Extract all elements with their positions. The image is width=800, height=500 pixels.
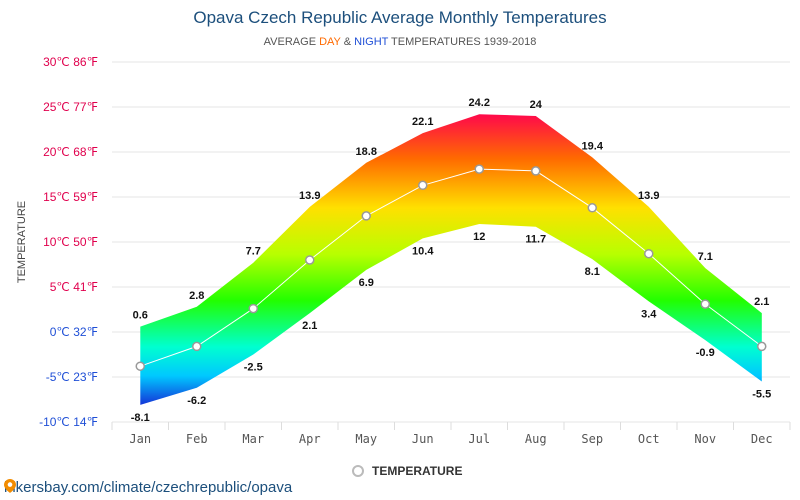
subtitle-prefix: AVERAGE [263,36,320,48]
mean-temperature-point[interactable] [700,299,710,309]
day-value-label: 2.1 [754,296,769,308]
legend-label: TEMPERATURE [372,464,463,478]
night-value-label: 10.4 [412,245,434,257]
day-value-label: 24 [530,99,543,111]
y-tick-label: 20℃ 68℉ [43,145,98,159]
y-tick-label: 30℃ 86℉ [43,55,98,69]
y-tick-label: -5℃ 23℉ [46,370,98,384]
day-value-label: 7.1 [698,251,713,263]
x-tick-label: Aug [525,432,547,446]
x-tick-label: Nov [694,432,716,446]
day-value-label: 7.7 [246,246,261,258]
subtitle-suffix: TEMPERATURES 1939-2018 [388,36,537,48]
mean-temperature-point[interactable] [361,211,371,221]
chart-title: Opava Czech Republic Average Monthly Tem… [193,8,607,27]
chart-subtitle: AVERAGE DAY & NIGHT TEMPERATURES 1939-20… [0,36,800,48]
x-tick-label: Jul [468,432,490,446]
night-value-label: 6.9 [359,277,374,289]
day-value-label: 24.2 [469,97,490,109]
day-value-label: 18.8 [356,146,377,158]
source-link[interactable]: hikersbay.com/climate/czechrepublic/opav… [4,479,292,496]
mean-temperature-point[interactable] [248,303,258,314]
y-tick-label: -10℃ 14℉ [39,415,98,429]
x-tick-label: Jan [129,432,151,446]
night-value-label: -0.9 [696,347,715,359]
mean-temperature-point[interactable] [757,341,767,352]
mean-temperature-line [140,168,763,367]
mean-temperature-point[interactable] [192,341,202,352]
night-value-label: 3.4 [641,308,657,320]
x-tick-label: Oct [638,432,660,446]
y-axis-label: TEMPERATURE [16,201,28,283]
night-value-label: 12 [473,231,485,243]
x-tick-label: Sep [581,432,603,446]
y-tick-label: 25℃ 77℉ [43,100,98,114]
night-value-label: 2.1 [302,320,317,332]
x-tick-label: Mar [242,432,264,446]
night-value-label: -6.2 [187,395,206,407]
night-value-label: -8.1 [131,412,150,424]
x-tick-label: Dec [751,432,773,446]
x-tick-label: Jun [412,432,434,446]
x-tick-label: Feb [186,432,208,446]
y-tick-label: 15℃ 59℉ [43,190,98,204]
day-value-label: 2.8 [189,290,204,302]
legend[interactable]: TEMPERATURE [352,464,462,478]
mean-temperature-point[interactable] [305,255,315,265]
y-tick-label: 10℃ 50℉ [43,235,98,249]
mean-temperature-point[interactable] [587,203,597,213]
x-tick-label: May [355,432,377,446]
day-value-label: 0.6 [133,310,148,322]
source-link-text: hikersbay.com/climate/czechrepublic/opav… [4,479,293,496]
mean-temperature-point[interactable] [418,180,428,191]
mean-temperature-point[interactable] [644,248,654,259]
night-value-label: -5.5 [752,389,771,401]
subtitle-amp: & [340,36,355,48]
map-pin-icon [4,479,16,493]
night-value-label: 8.1 [585,266,600,278]
subtitle-day: DAY [319,36,341,48]
mean-temperature-point[interactable] [531,166,541,176]
y-tick-label: 0℃ 32℉ [50,325,98,339]
day-value-label: 13.9 [638,190,659,202]
x-tick-label: Apr [299,432,321,446]
day-value-label: 22.1 [412,116,433,128]
subtitle-night: NIGHT [354,36,389,48]
night-value-label: -2.5 [244,362,263,374]
day-value-label: 13.9 [299,190,320,202]
legend-marker-icon [352,465,364,477]
night-value-label: 11.7 [525,234,546,246]
y-tick-label: 5℃ 41℉ [50,280,98,294]
day-value-label: 19.4 [582,140,604,152]
mean-temperature-point[interactable] [474,164,484,174]
temperature-range-band [140,114,762,405]
mean-temperature-point[interactable] [135,361,145,371]
